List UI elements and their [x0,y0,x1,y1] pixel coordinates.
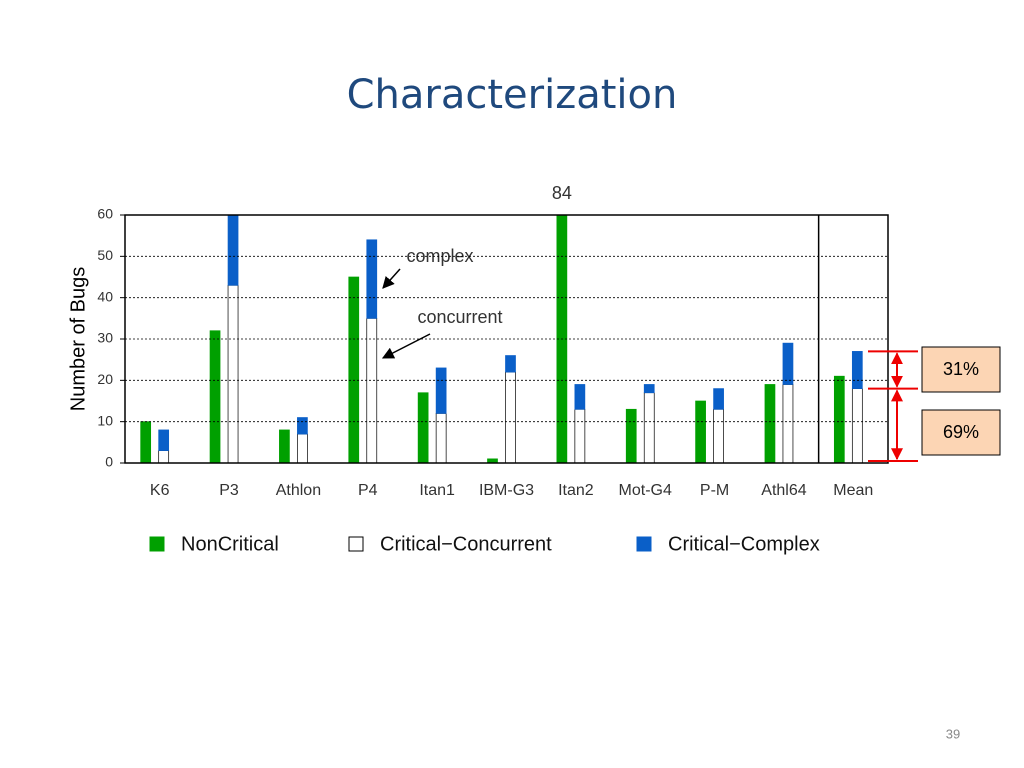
page-number: 39 [946,726,960,741]
bar [435,413,447,463]
legend-label: Critical−Complex [668,533,820,555]
y-tick-label: 20 [97,371,113,387]
bar [435,367,447,414]
callout-text: 69% [943,422,979,442]
bar [556,215,568,463]
bar [851,388,863,463]
x-tick-label: Mean [833,482,873,499]
legend-swatch [636,536,652,552]
x-tick-label: P3 [219,482,239,499]
legend-label: NonCritical [181,533,279,555]
slide-title: Characterization [347,72,678,118]
y-tick-label: 40 [97,288,113,304]
bars [140,215,863,463]
x-tick-label: IBM-G3 [479,482,534,499]
x-tick-label: Itan2 [558,482,594,499]
data-label: 84 [552,183,572,203]
legend-swatch [149,536,165,552]
y-tick-label: 60 [97,206,113,222]
arrow [382,268,401,289]
bar [574,408,586,463]
bar [695,400,706,463]
y-axis-label: Number of Bugs [67,267,89,412]
bar [158,450,170,463]
bar [366,239,378,319]
bar [713,388,724,410]
bar [782,384,794,463]
x-tick-label: K6 [150,482,170,499]
y-tick-label: 0 [105,454,113,470]
bar [625,408,637,463]
x-tick-label: Athlon [276,482,321,499]
legend-swatch [348,536,364,552]
bar [643,384,655,394]
bar [227,284,239,463]
bar [209,330,221,463]
bar [487,458,498,463]
arrow [381,333,431,359]
bar [297,433,308,463]
bar [279,429,290,463]
plot-frame [124,214,889,464]
callout-box [921,409,1001,456]
bar [297,417,308,435]
x-tick-label: Mot-G4 [619,482,672,499]
bar [505,355,516,373]
bar [366,317,378,463]
y-tick-label: 10 [97,412,113,428]
y-tick-label: 30 [97,330,113,346]
y-tick-label: 50 [97,247,113,263]
bar [764,384,776,463]
bar [574,384,586,410]
bar [782,342,794,385]
annotation: concurrent [417,307,502,327]
bar [417,392,429,463]
x-tick-label: P4 [358,482,378,499]
legend-label: Critical−Concurrent [380,533,552,555]
bar [643,392,655,463]
bar [851,351,863,389]
callout-box [921,346,1001,393]
x-tick-label: P-M [700,482,729,499]
x-tick-label: Itan1 [419,482,455,499]
bar [227,215,239,286]
bar [158,429,170,451]
x-tick-label: Athl64 [761,482,806,499]
annotation: complex [406,246,473,266]
bar [505,371,516,463]
callout-text: 31% [943,359,979,379]
bar [713,408,724,463]
bar [140,421,152,463]
bar [348,276,360,463]
bar [833,375,845,463]
